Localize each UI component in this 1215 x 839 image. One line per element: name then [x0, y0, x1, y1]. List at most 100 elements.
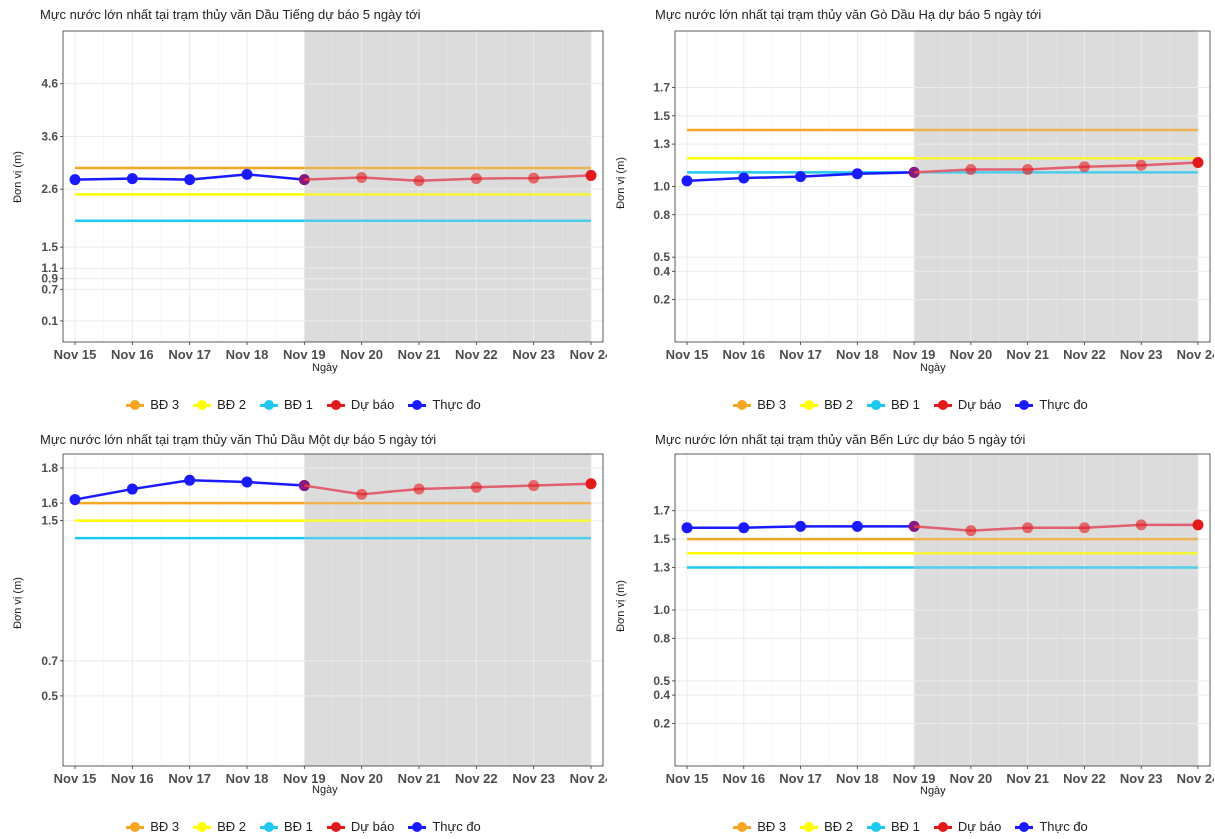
x-tick-label: Nov 19 [283, 771, 326, 786]
x-axis-label: Ngày [920, 785, 946, 797]
y-tick-label: 1.0 [653, 603, 670, 617]
legend-item: Thực đo [408, 397, 481, 412]
x-tick-label: Nov 20 [340, 771, 383, 786]
y-tick-label: 1.5 [653, 109, 670, 123]
forecast-point [1022, 522, 1034, 534]
legend-label: BĐ 1 [891, 819, 920, 834]
y-tick-label: 0.7 [41, 282, 58, 296]
legend-label: Thực đo [432, 819, 481, 834]
legend-item: BĐ 1 [867, 397, 920, 412]
forecast-point [908, 166, 920, 178]
x-tick-label: Nov 19 [893, 771, 936, 786]
forecast-point [1078, 161, 1090, 173]
y-tick-label: 1.5 [41, 514, 58, 528]
y-tick-label: 3.6 [41, 129, 58, 143]
legend-item: Thực đo [408, 819, 481, 834]
legend-item: BĐ 2 [800, 397, 853, 412]
chart-svg-go-dau-ha: 1.7 1.5 1.3 1.0 0.8 0.50.4 0.2 Nov 15 Nov 16 Nov … [653, 30, 1214, 362]
x-tick-label: Nov 21 [398, 771, 441, 786]
x-tick-label: Nov 20 [950, 347, 993, 362]
legend-key [260, 821, 279, 833]
x-tick-label: Nov 22 [455, 771, 498, 786]
legend-item: BĐ 1 [260, 819, 313, 834]
plot-border [62, 453, 604, 767]
x-tick-label: Nov 24 [1177, 347, 1214, 362]
chart-panel-thu-dau-mot: 1.8 1.6 1.5 0.7 0.5 Nov 15 Nov 16 Nov 17 Nov 18 N… [0, 420, 607, 839]
observed-point [795, 171, 807, 183]
observed-point [126, 173, 138, 185]
legend-key [933, 399, 952, 411]
observed-point [184, 474, 196, 486]
legend-label: BĐ 2 [824, 397, 854, 412]
x-axis-label: Ngày [920, 362, 946, 374]
y-axis-label: Đơn vị (m) [615, 580, 627, 632]
x-tick-label: Nov 16 [111, 347, 154, 362]
forecast-series-line [304, 174, 592, 182]
chart-panel-go-dau-ha: 1.7 1.5 1.3 1.0 0.8 0.5 0.4 0.2 Nov 15 Nov 16 Nov … [607, 0, 1214, 419]
chart-title: Mực nước lớn nhất tại trạm thủy văn Thủ … [40, 432, 437, 447]
legend: BĐ 3 BĐ 2 BĐ 1 Dự báo Thực đo [0, 397, 607, 414]
x-tick-label: Nov 17 [779, 347, 822, 362]
y-tick-label: 1.3 [653, 137, 670, 151]
chart-svg-ben-luc: 1.7 1.5 1.3 1.0 0.8 0.50.4 0.2 Nov 15 Nov 16 Nov … [653, 453, 1214, 786]
y-tick-label: 0.8 [653, 208, 670, 222]
observed-point [851, 520, 863, 532]
legend-item: BĐ 1 [260, 397, 313, 412]
legend-key [867, 821, 886, 833]
legend-key [1015, 399, 1034, 411]
legend-item: Dự báo [326, 397, 394, 412]
x-tick-label: Nov 24 [570, 771, 607, 786]
legend-item: Dự báo [933, 397, 1001, 412]
legend-item: BĐ 3 [733, 819, 786, 834]
forecast-point [413, 175, 425, 187]
legend-key [408, 821, 427, 833]
x-tick-label: Nov 15 [666, 347, 709, 362]
legend-key [800, 821, 819, 833]
observed-point [681, 522, 693, 534]
legend-item: BĐ 3 [126, 397, 179, 412]
x-tick-label: Nov 21 [398, 347, 441, 362]
observed-point [681, 175, 693, 187]
legend-key [733, 399, 752, 411]
legend-label: Dự báo [957, 819, 1002, 834]
x-tick-label: Nov 16 [111, 771, 154, 786]
legend-label: Thực đo [1039, 397, 1088, 412]
legend-item: BĐ 1 [867, 819, 920, 834]
x-tick-label: Nov 18 [836, 347, 879, 362]
y-axis-label: Đơn vị (m) [615, 157, 627, 209]
legend-label: BĐ 3 [150, 819, 180, 834]
y-tick-label: 0.8 [653, 631, 670, 645]
x-tick-label: Nov 23 [512, 771, 555, 786]
legend-key [933, 821, 952, 833]
y-axis-label: Đơn vị (m) [12, 577, 24, 629]
legend-item: BĐ 2 [193, 819, 246, 834]
y-axis-label: Đơn vị (m) [12, 151, 24, 203]
legend-label: BĐ 3 [150, 397, 180, 412]
x-tick-label: Nov 16 [722, 347, 765, 362]
legend-label: BĐ 2 [217, 819, 247, 834]
x-tick-label: Nov 16 [722, 771, 765, 786]
y-tick-label: 1.5 [41, 240, 58, 254]
legend-key [326, 399, 345, 411]
legend-item: Dự báo [933, 819, 1002, 834]
legend-key [408, 399, 427, 411]
legend-key [733, 821, 752, 833]
y-tick-label: 0.7 [41, 654, 58, 668]
x-tick-label: Nov 24 [1177, 771, 1214, 786]
forecast-point [1192, 519, 1204, 531]
legend-key [867, 399, 886, 411]
forecast-point [470, 481, 482, 493]
legend-label: BĐ 2 [824, 819, 854, 834]
x-tick-label: Nov 20 [950, 771, 993, 786]
x-tick-label: Nov 22 [455, 347, 498, 362]
y-tick-label: 1.6 [41, 496, 58, 510]
forecast-series-line [304, 482, 592, 496]
legend: BĐ 3 BĐ 2 BĐ 1 Dự báo Thực đo [607, 397, 1214, 414]
legend: BĐ 3 BĐ 2 BĐ 1 Dự báo Thực đo [0, 819, 607, 836]
x-tick-label: Nov 23 [1120, 347, 1163, 362]
legend-key [800, 399, 819, 411]
forecast-point [965, 525, 977, 537]
legend-label: BĐ 1 [284, 819, 313, 834]
forecast-series-line [914, 161, 1199, 174]
legend-label: Dự báo [350, 819, 395, 834]
